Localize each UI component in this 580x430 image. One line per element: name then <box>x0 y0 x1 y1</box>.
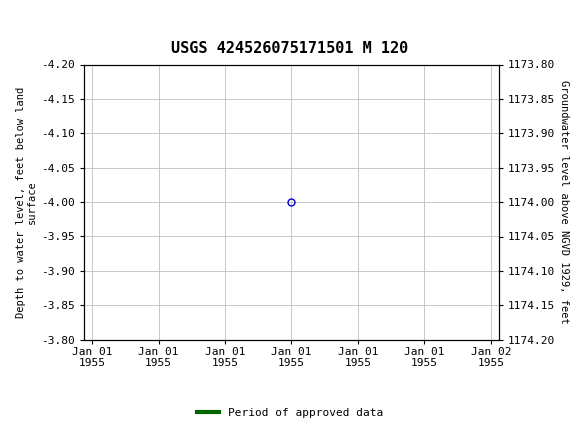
Text: USGS 424526075171501 M 120: USGS 424526075171501 M 120 <box>171 41 409 56</box>
Y-axis label: Depth to water level, feet below land
surface: Depth to water level, feet below land su… <box>16 86 37 318</box>
Legend: Period of approved data: Period of approved data <box>193 403 387 422</box>
Y-axis label: Groundwater level above NGVD 1929, feet: Groundwater level above NGVD 1929, feet <box>559 80 569 324</box>
Text: USGS: USGS <box>52 9 103 27</box>
